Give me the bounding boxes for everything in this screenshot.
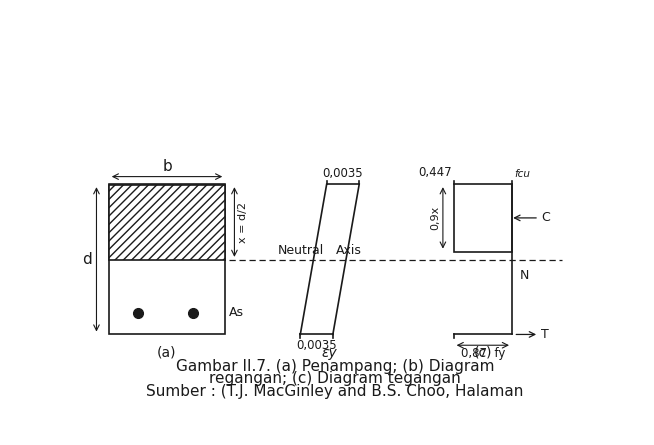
Text: 0,87  fy: 0,87 fy <box>460 347 505 360</box>
Text: N: N <box>520 269 529 282</box>
Text: fcu: fcu <box>514 169 530 179</box>
Text: (a): (a) <box>157 346 177 360</box>
Text: As: As <box>229 307 244 320</box>
Text: C: C <box>542 211 550 224</box>
Text: 0,0035: 0,0035 <box>322 167 363 180</box>
Text: Sumber : (T.J. MacGinley and B.S. Choo, Halaman: Sumber : (T.J. MacGinley and B.S. Choo, … <box>146 384 524 399</box>
Bar <box>109 185 225 260</box>
Bar <box>454 184 512 251</box>
Text: b: b <box>162 159 172 174</box>
Text: 0,447: 0,447 <box>419 166 452 179</box>
Text: 0,9x: 0,9x <box>430 206 441 230</box>
Text: Neutral: Neutral <box>277 244 324 258</box>
Text: Gambar II.7. (a) Penampang; (b) Diagram: Gambar II.7. (a) Penampang; (b) Diagram <box>176 359 494 374</box>
Text: T: T <box>542 328 549 341</box>
Text: εy: εy <box>322 346 337 360</box>
Text: d: d <box>82 252 92 267</box>
Text: regangan; (c) Diagram tegangan: regangan; (c) Diagram tegangan <box>209 372 461 386</box>
Text: (c): (c) <box>473 346 492 360</box>
Text: 0,0035: 0,0035 <box>296 339 337 352</box>
Bar <box>109 184 225 335</box>
Text: x = d/2: x = d/2 <box>237 202 247 243</box>
Text: Axis: Axis <box>336 244 362 258</box>
